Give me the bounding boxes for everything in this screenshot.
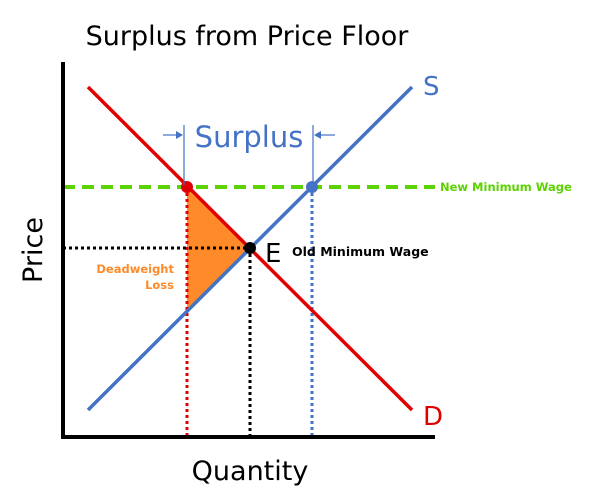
quantity-demanded-point: [181, 181, 193, 193]
deadweight-loss-label-line1: Deadweight: [96, 262, 174, 276]
y-axis-label: Price: [18, 217, 49, 283]
quantity-supplied-point: [306, 181, 318, 193]
arrow-left-icon: [314, 131, 321, 139]
surplus-label: Surplus: [195, 120, 304, 154]
old-minimum-wage-label: Old Minimum Wage: [292, 244, 429, 259]
supply-label: S: [423, 72, 440, 102]
new-minimum-wage-label: New Minimum Wage: [440, 180, 572, 194]
equilibrium-point: [244, 242, 256, 254]
arrow-right-icon: [176, 131, 183, 139]
surplus-bracket: [163, 125, 335, 185]
equilibrium-label: E: [265, 239, 281, 269]
deadweight-loss-area: [187, 187, 250, 310]
x-axis-label: Quantity: [192, 456, 309, 487]
deadweight-loss-label-line2: Loss: [145, 278, 174, 292]
diagram-title: Surplus from Price Floor: [86, 21, 410, 52]
demand-label: D: [423, 402, 443, 432]
